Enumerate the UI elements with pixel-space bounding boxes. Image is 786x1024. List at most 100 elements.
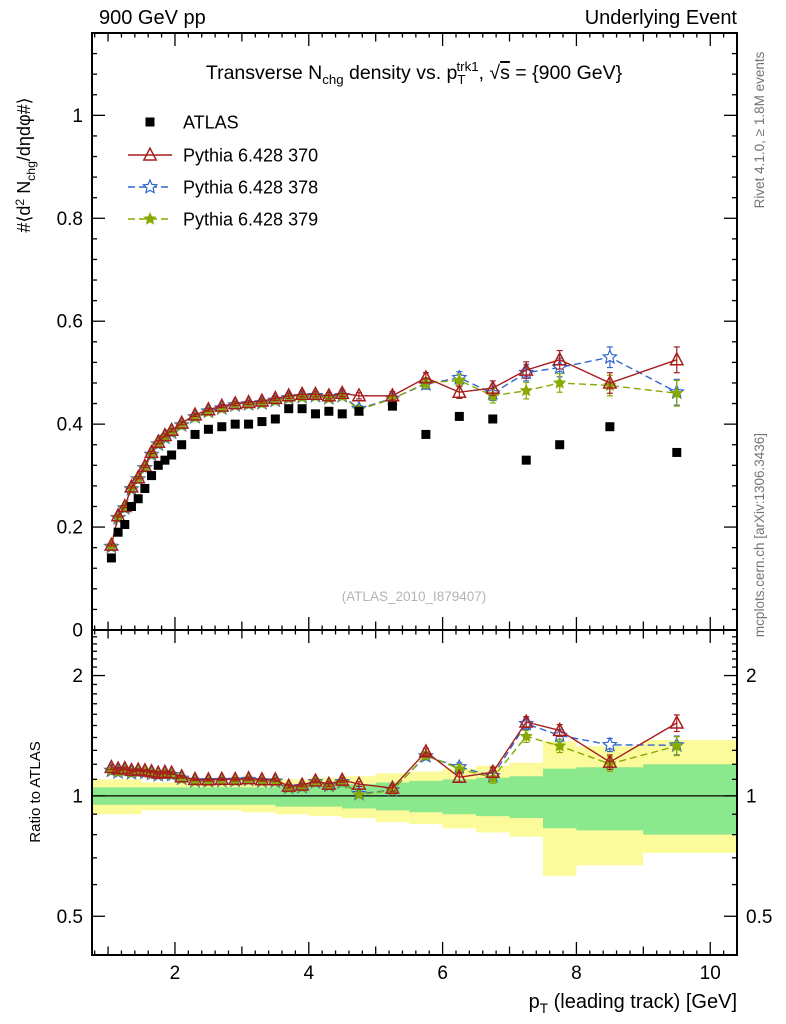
ratio-axes: 2 4 6 8 10 0.5 0.5 1 1 2 2 [57,629,772,984]
data-point-square [153,460,163,470]
data-point-triangle [241,770,257,785]
star-filled-marker-icon [128,212,172,225]
xlabel-text: (leading track) [GeV] [548,991,737,1013]
sqrt-symbol: √ [489,62,500,84]
x-tick-label: 6 [437,963,448,984]
data-point-triangle [552,351,568,366]
data-point-square [324,406,334,416]
data-point-square [555,440,565,450]
data-point-square [167,450,177,460]
data-point-triangle [227,770,243,786]
legend-row-pythia-378: Pythia 6.428 378 [128,178,318,198]
xlabel-subscript: T [540,1001,548,1016]
data-point-triangle [281,387,297,402]
ylabel-superscript: 2 [13,199,27,206]
title-text: density vs. p [344,62,458,84]
data-point-square [270,414,280,424]
data-point-star [143,212,157,225]
data-point-triangle [351,387,367,402]
data-point-triangle [267,771,283,786]
xaxis-label: pT (leading track) [GeV] [529,991,737,1016]
data-point-square [177,440,187,450]
legend-label-pythia-370: Pythia 6.428 370 [183,146,318,166]
main-panel: 00.20.40.60.81 Transverse Nchg density v… [13,32,738,642]
data-point-triangle [602,753,618,768]
data-point-square [672,447,682,457]
data-point-star [519,729,533,742]
main-axes: 0 0.2 0.4 0.6 0.8 1 [57,32,738,642]
title-text: = {900 GeV} [510,62,623,84]
ratio-tick-label: 2 [746,666,757,687]
data-point-square [354,406,364,416]
data-point-triangle [124,478,139,493]
star-open-marker-icon [128,178,172,194]
data-point-triangle [334,384,350,400]
data-point-triangle [451,768,467,784]
data-point-triangle [130,761,146,776]
data-point-square [257,417,267,427]
data-point-triangle [142,146,158,161]
data-point-square [203,424,213,434]
data-point-square [217,422,227,432]
data-point-triangle [110,507,126,522]
data-point-square [120,519,130,529]
data-point-triangle [200,401,216,416]
legend-label-atlas: ATLAS [183,113,239,133]
data-point-triangle [254,392,270,407]
ylabel-text: N [14,181,34,199]
data-point-square [605,422,615,432]
data-point-triangle [294,385,310,401]
ratio-tick-label: 1 [746,786,757,807]
data-point-triangle [157,763,173,779]
data-point-triangle [174,768,190,783]
data-point-star [670,739,684,752]
ylabel-text: #⟨d [14,206,34,233]
data-point-star-open [601,736,618,752]
title-text: , [479,62,490,84]
data-point-triangle [485,763,501,778]
data-point-square [140,483,150,493]
data-point-square [244,419,254,429]
data-point-triangle [214,770,230,785]
data-point-triangle [281,777,297,792]
data-point-triangle [518,361,534,376]
main-content [103,346,685,563]
data-point-square [106,553,116,563]
data-point-square [230,419,240,429]
data-point-triangle [164,421,180,437]
data-point-triangle [103,536,119,551]
analysis-watermark: (ATLAS_2010_I879407) [342,589,487,604]
data-point-triangle [351,775,367,790]
data-point-star [452,373,466,387]
data-point-triangle [267,389,283,405]
y-tick-label: 0 [72,621,83,642]
x-tick-label: 2 [170,963,181,984]
title-subscript: T [457,72,465,87]
triangle-marker-icon [128,146,172,161]
data-point-square [454,411,464,421]
data-point-square [421,429,431,439]
ratio-ylabel: Ratio to ATLAS [27,741,44,842]
data-point-triangle [241,394,257,409]
atlas-marker-icon [145,117,155,127]
data-point-triangle [334,771,350,786]
data-point-triangle [384,387,400,402]
data-point-square [521,455,531,465]
title-subscript: chg [322,72,343,87]
data-point-triangle [384,779,400,794]
data-point-square [310,409,320,419]
ratio-tick-label: 1 [72,786,83,807]
data-point-star [553,376,567,389]
data-point-triangle [227,395,243,410]
data-point-square [337,409,347,419]
data-point-triangle [669,351,685,366]
data-point-triangle [308,772,323,787]
data-point-triangle [321,775,337,790]
data-point-triangle [254,771,270,786]
y-tick-label: 1 [72,106,83,127]
data-point-star-open [601,348,618,365]
ratio-panel: 2 4 6 8 10 0.5 0.5 1 1 2 2 Ratio to ATLAS [27,629,772,984]
mcplots-attribution: mcplots.cern.ch [arXiv:1306.3436] [752,433,767,637]
data-point-triangle [144,763,159,778]
